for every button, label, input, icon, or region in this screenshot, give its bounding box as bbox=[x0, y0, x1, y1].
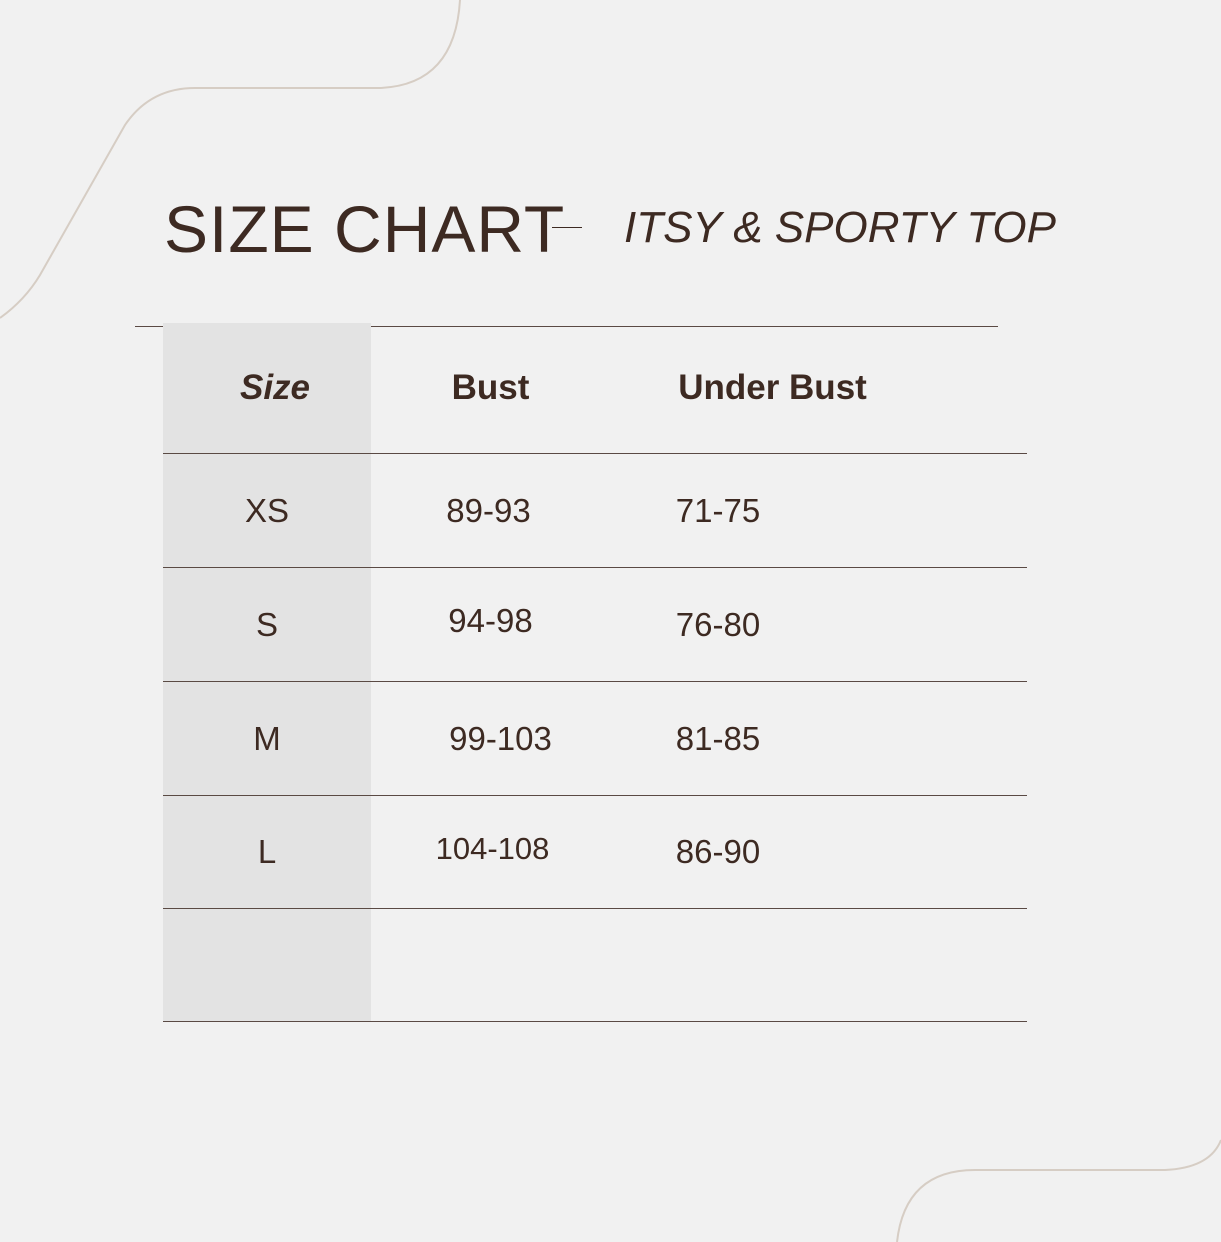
under-bust-cell: 76-80 bbox=[675, 605, 761, 643]
table-header: Size Bust Under Bust bbox=[163, 323, 1027, 454]
bust-cell bbox=[388, 909, 603, 1021]
table-row: XS 89-93 71-75 bbox=[163, 454, 1027, 568]
size-column-background bbox=[163, 323, 371, 1022]
page-title: SIZE CHART bbox=[164, 192, 566, 266]
size-cell: L bbox=[257, 833, 277, 870]
size-cell: S bbox=[255, 605, 278, 643]
under-bust-cell: 81-85 bbox=[675, 719, 761, 757]
header-under-bust: Under Bust bbox=[678, 368, 867, 407]
bust-cell: 89-93 bbox=[446, 491, 531, 529]
divider bbox=[135, 326, 998, 327]
bust-cell: 99-103 bbox=[449, 719, 552, 757]
size-cell bbox=[163, 909, 371, 1021]
header-size: Size bbox=[239, 368, 311, 407]
size-cell: XS bbox=[244, 491, 290, 529]
table-row bbox=[163, 909, 1027, 1022]
under-bust-cell: 86-90 bbox=[675, 833, 761, 870]
size-cell: M bbox=[253, 719, 281, 757]
under-bust-cell bbox=[608, 909, 828, 1021]
table-row: S 94-98 76-80 bbox=[163, 568, 1027, 682]
under-bust-cell: 71-75 bbox=[675, 491, 761, 529]
bottom-right-curve bbox=[896, 1139, 1221, 1242]
table-row: L 104-108 86-90 bbox=[163, 796, 1027, 909]
bust-cell: 94-98 bbox=[448, 601, 533, 639]
table-row: M 99-103 81-85 bbox=[163, 682, 1027, 796]
bust-cell: 104-108 bbox=[435, 831, 550, 866]
header-bust: Bust bbox=[451, 368, 530, 407]
title-dash bbox=[552, 227, 582, 228]
product-subtitle: ITSY & SPORTY TOP bbox=[624, 203, 1057, 252]
top-left-curve bbox=[0, 0, 461, 319]
